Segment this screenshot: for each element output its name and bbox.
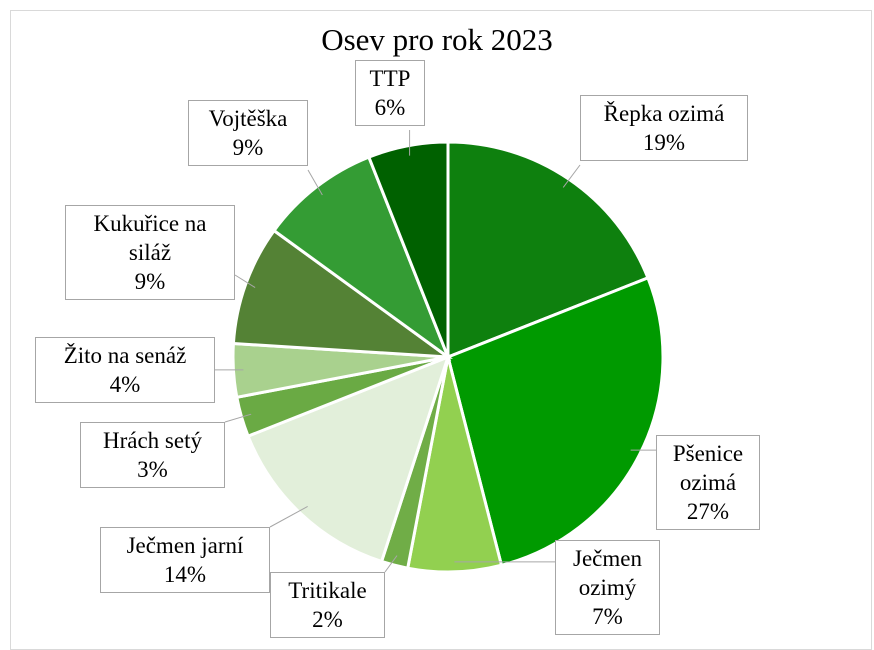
label-name: Pšenice ozimá <box>672 441 744 495</box>
label-name: Tritikale <box>288 578 367 603</box>
label-name: Žito na senáž <box>63 343 187 368</box>
pie-slice <box>231 228 454 359</box>
label-name: Hrách setý <box>103 428 202 453</box>
leader-line <box>384 555 398 573</box>
pie-slice <box>366 140 450 358</box>
data-label: Vojtěška 9% <box>188 100 308 166</box>
label-value: 2% <box>312 607 343 632</box>
label-value: 9% <box>134 269 166 294</box>
data-label: Řepka ozimá 19% <box>580 95 748 161</box>
data-label: Hrách setý 3% <box>80 422 225 488</box>
label-name: Ječmen ozimý <box>573 546 642 600</box>
label-value: 3% <box>137 457 168 482</box>
chart-title: Osev pro rok 2023 <box>321 22 553 57</box>
label-value: 19% <box>642 130 686 155</box>
data-label: Pšenice ozimá 27% <box>656 435 760 530</box>
label-name: TTP <box>369 66 411 91</box>
pie-slice <box>446 275 665 568</box>
data-label: TTP 6% <box>355 60 425 126</box>
data-label: Žito na senáž 4% <box>35 337 215 403</box>
data-label: Ječmen jarní 14% <box>100 527 270 593</box>
pie-slice <box>246 354 451 564</box>
data-label: Kukuřice na siláž 9% <box>65 205 235 300</box>
leader-line <box>562 164 581 188</box>
pie-slice <box>271 155 452 362</box>
label-value: 4% <box>109 372 141 397</box>
data-label: Ječmen ozimý 7% <box>555 540 660 635</box>
label-name: Ječmen jarní <box>126 533 244 558</box>
label-value: 9% <box>232 135 264 160</box>
label-name: Vojtěška <box>208 106 288 131</box>
label-value: 7% <box>592 604 623 629</box>
label-value: 6% <box>374 95 406 120</box>
label-name: Řepka ozimá <box>603 101 725 126</box>
label-name: Kukuřice na siláž <box>93 211 207 265</box>
label-value: 27% <box>686 499 730 524</box>
data-label: Tritikale 2% <box>270 572 385 638</box>
leader-line <box>269 505 308 528</box>
label-value: 14% <box>163 562 207 587</box>
leader-line <box>307 169 323 196</box>
leader-line <box>224 413 252 423</box>
leader-line <box>234 274 256 288</box>
